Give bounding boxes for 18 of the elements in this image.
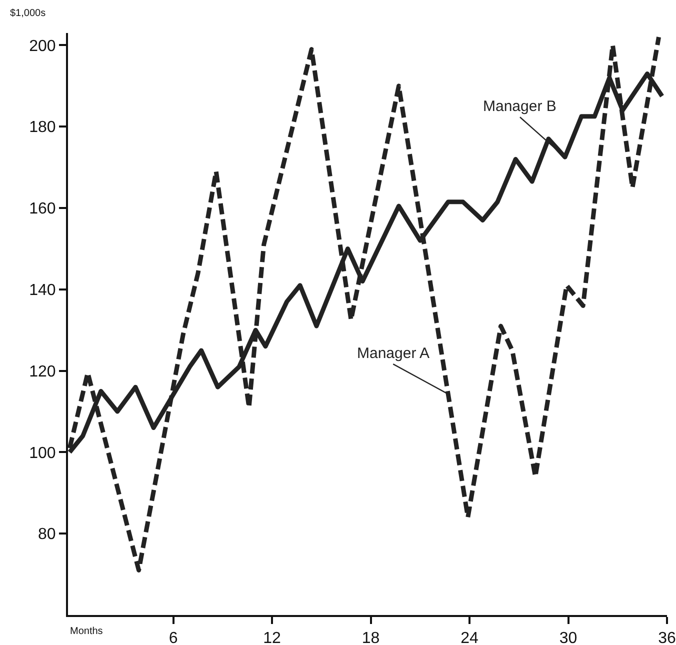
y-axis-title: $1,000s xyxy=(10,8,46,19)
y-tick-label: 140 xyxy=(29,282,56,300)
y-tick-label: 100 xyxy=(29,444,56,462)
x-axis-title: Months xyxy=(70,626,103,637)
x-tick-label: 36 xyxy=(658,630,676,645)
line-series xyxy=(68,34,662,572)
series-label: Manager B xyxy=(483,98,556,115)
y-tick-label: 180 xyxy=(29,119,56,136)
x-tick-label: 24 xyxy=(460,630,479,645)
y-tick-label: 120 xyxy=(29,363,56,380)
y-tick-label: 160 xyxy=(29,200,56,218)
x-tick-label: 6 xyxy=(168,630,178,645)
y-tick-label: 200 xyxy=(29,38,56,55)
y-tick-label: 80 xyxy=(38,526,56,544)
x-tick-label: 18 xyxy=(362,630,380,645)
series-label: Manager A xyxy=(357,345,430,362)
x-tick-label: 12 xyxy=(263,630,282,645)
x-tick-label: 30 xyxy=(559,630,578,645)
